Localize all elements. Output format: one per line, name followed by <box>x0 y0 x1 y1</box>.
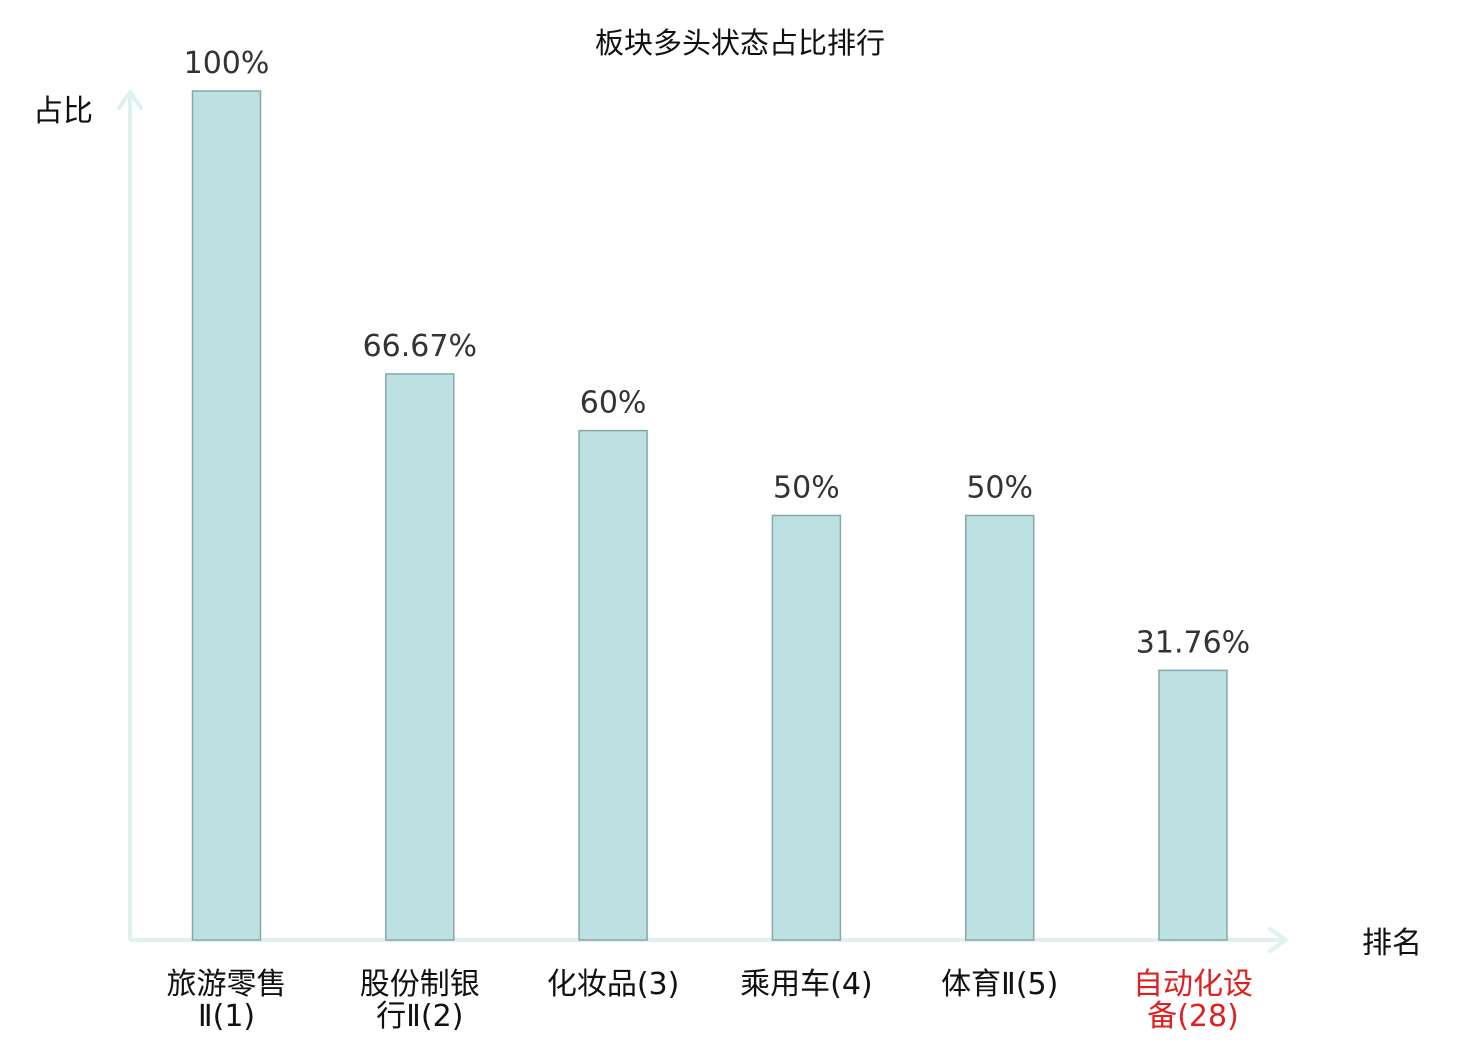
bar <box>191 90 262 941</box>
bar <box>1158 669 1228 941</box>
bar-value-label: 60% <box>580 386 647 421</box>
bar-value-label: 31.76% <box>1136 625 1250 660</box>
x-tick-label: 备(28) <box>1147 999 1239 1034</box>
bar <box>771 514 842 941</box>
x-axis-label: 排名 <box>1362 926 1422 961</box>
bar <box>578 429 648 941</box>
x-tick-label: 行Ⅱ(2) <box>376 999 463 1034</box>
bar-value-label: 66.67% <box>363 329 477 364</box>
x-tick-label: 体育Ⅱ(5) <box>941 967 1058 1002</box>
chart-title: 板块多头状态占比排行 <box>595 26 885 60</box>
x-axis <box>130 927 1288 953</box>
y-axis <box>117 90 143 940</box>
bar <box>964 514 1035 941</box>
x-tick-label: 股份制银 <box>360 967 480 1002</box>
y-axis-label: 占比 <box>33 94 93 129</box>
bars-group <box>191 90 1228 941</box>
bar-value-label: 100% <box>184 46 270 81</box>
x-tick-label: 化妆品(3) <box>547 967 680 1002</box>
bar <box>385 373 455 941</box>
x-tick-label: 乘用车(4) <box>740 967 873 1002</box>
bar-value-label: 50% <box>773 471 840 506</box>
x-tick-label: 旅游零售 <box>167 967 287 1002</box>
value-labels-group: 100% 66.67% 60% 50% 50% 31.76% <box>184 46 1251 660</box>
x-tick-label: Ⅱ(1) <box>198 999 255 1034</box>
x-tick-label: 自动化设 <box>1133 967 1253 1002</box>
bar-value-label: 50% <box>966 471 1033 506</box>
